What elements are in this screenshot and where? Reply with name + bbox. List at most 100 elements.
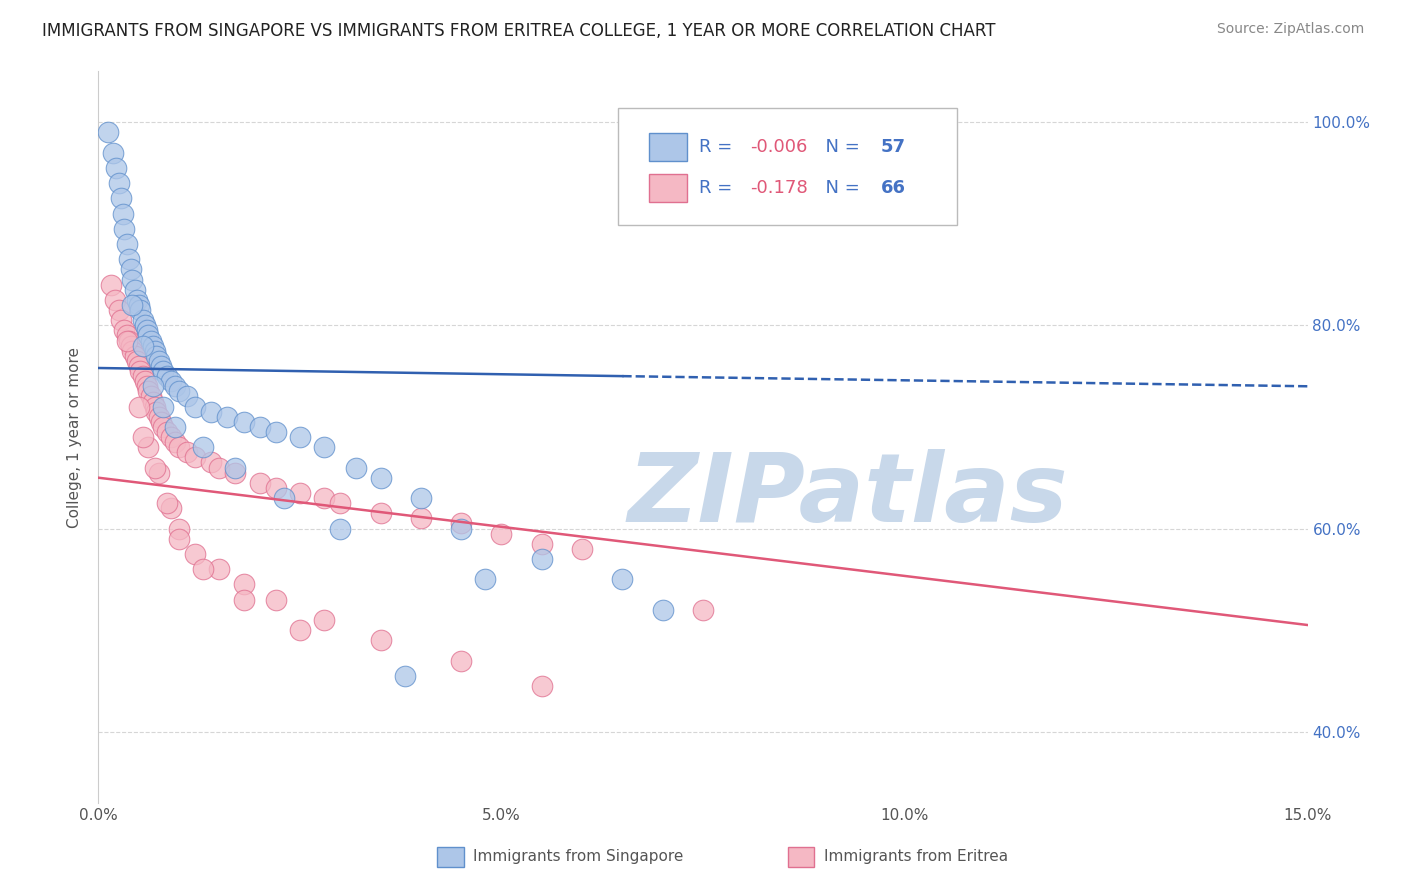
Point [128,400,150,414]
Point [156,425,179,439]
Point [651,603,673,617]
Point [491,526,513,541]
Point [110,313,132,327]
Point [200,405,222,419]
Point [118,334,141,348]
Point [314,491,336,505]
Point [450,654,472,668]
Point [193,562,215,576]
Point [97,125,120,139]
Text: Immigrants from Eritrea: Immigrants from Eritrea [824,849,1008,864]
Point [167,532,190,546]
Point [249,475,271,490]
Point [124,349,146,363]
Text: N =: N = [814,137,866,156]
Text: R =: R = [699,137,738,156]
Point [127,293,149,307]
Point [100,277,122,292]
Point [112,222,135,236]
Point [152,364,174,378]
Point [329,521,352,535]
Text: R =: R = [699,179,738,197]
Point [118,252,141,267]
Point [135,379,157,393]
Point [370,506,392,520]
Text: -0.178: -0.178 [751,179,808,197]
Point [152,400,174,414]
Text: Immigrants from Singapore: Immigrants from Singapore [474,849,683,864]
Point [115,237,138,252]
Text: -0.006: -0.006 [751,137,807,156]
Point [127,354,149,368]
Point [208,562,231,576]
Bar [437,847,464,867]
Text: 57: 57 [880,137,905,156]
Point [138,440,160,454]
Text: IMMIGRANTS FROM SINGAPORE VS IMMIGRANTS FROM ERITREA COLLEGE, 1 YEAR OR MORE COR: IMMIGRANTS FROM SINGAPORE VS IMMIGRANTS … [42,22,995,40]
Point [142,379,165,393]
Point [148,354,170,368]
Point [156,496,179,510]
Point [107,303,129,318]
Point [273,491,295,505]
Point [370,633,392,648]
Point [120,262,142,277]
Point [224,460,246,475]
Point [160,430,183,444]
Point [107,176,129,190]
Point [150,415,173,429]
Point [115,334,138,348]
Point [156,369,179,384]
Point [184,400,207,414]
Point [474,572,496,586]
Point [143,460,166,475]
Point [148,466,170,480]
Point [232,577,254,591]
Point [530,679,553,693]
Point [121,298,143,312]
Point [530,552,553,566]
Point [167,440,190,454]
Point [105,161,128,175]
Text: 66: 66 [880,179,905,197]
Point [148,409,170,424]
Point [145,405,167,419]
Point [143,343,166,358]
Point [344,460,367,475]
Point [409,491,432,505]
Point [692,603,714,617]
Point [288,430,311,444]
Point [142,394,165,409]
Point [176,389,198,403]
Point [142,339,165,353]
Point [249,420,271,434]
Point [184,547,207,561]
Point [163,435,186,450]
Point [135,323,157,337]
Text: Source: ZipAtlas.com: Source: ZipAtlas.com [1216,22,1364,37]
Point [370,471,392,485]
Point [138,384,160,399]
Point [101,145,124,160]
Point [115,328,138,343]
Point [120,339,142,353]
Point [132,369,155,384]
Point [121,343,143,358]
Point [232,592,254,607]
Point [134,318,156,333]
Point [264,481,287,495]
Point [138,328,160,343]
Point [139,334,162,348]
Text: ZIPatlas: ZIPatlas [628,449,1069,542]
Point [288,486,311,500]
Point [208,460,231,475]
Bar [648,174,688,202]
Point [612,572,634,586]
Point [110,191,132,205]
Point [184,450,207,465]
Point [394,669,416,683]
Point [409,511,432,525]
Point [224,466,246,480]
Text: N =: N = [814,179,866,197]
Point [124,283,146,297]
